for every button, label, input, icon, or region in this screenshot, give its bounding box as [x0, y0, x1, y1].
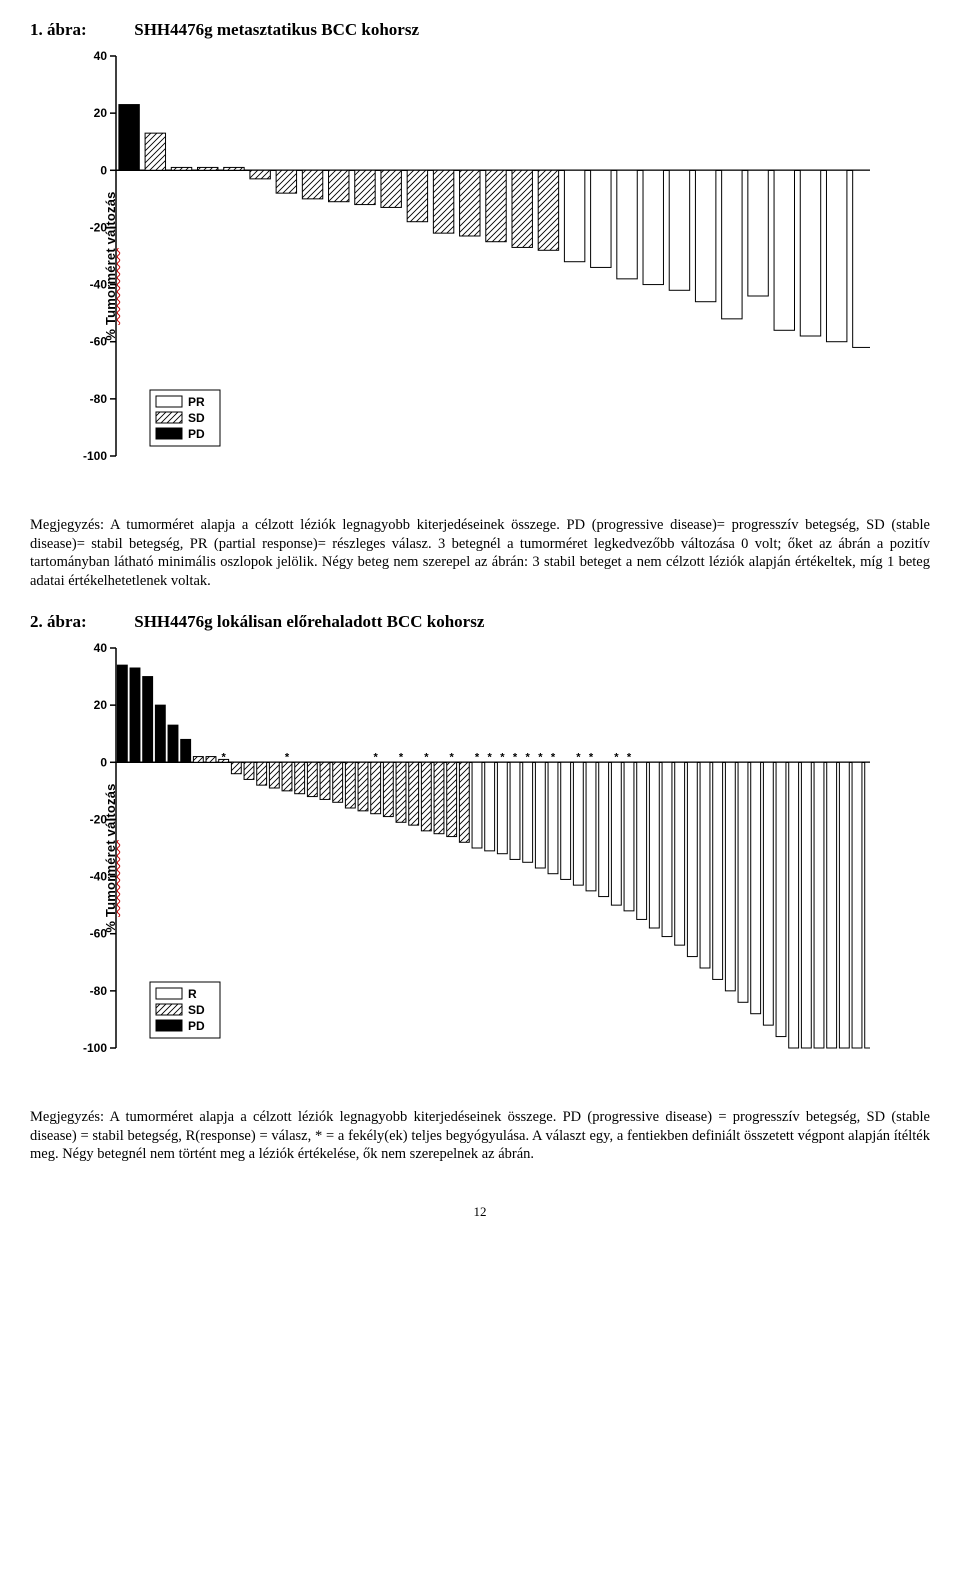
svg-text:*: * — [513, 751, 518, 763]
svg-text:*: * — [614, 751, 619, 763]
svg-text:PD: PD — [188, 1019, 205, 1033]
figure1-header: 1. ábra: SHH4476g metasztatikus BCC koho… — [30, 20, 930, 40]
svg-text:*: * — [450, 751, 455, 763]
svg-text:-80: -80 — [90, 984, 108, 998]
svg-text:SD: SD — [188, 411, 205, 425]
svg-text:*: * — [285, 751, 290, 763]
figure2-ylabel: % Tumorméret változás — [103, 784, 118, 933]
svg-text:*: * — [374, 751, 379, 763]
svg-text:20: 20 — [94, 106, 108, 120]
svg-text:*: * — [576, 751, 581, 763]
figure2-title: SHH4476g lokálisan előrehaladott BCC koh… — [134, 612, 484, 631]
figure2-header: 2. ábra: SHH4476g lokálisan előrehaladot… — [30, 612, 930, 632]
figure2-label: 2. ábra: — [30, 612, 130, 632]
svg-text:*: * — [500, 751, 505, 763]
figure1-chart: % Tumorméret változás -100-80-60-40-2002… — [70, 46, 870, 486]
figure2-note: Megjegyzés: A tumorméret alapja a célzot… — [30, 1108, 930, 1164]
page-number: 12 — [30, 1204, 930, 1220]
svg-text:20: 20 — [94, 698, 108, 712]
svg-text:*: * — [589, 751, 594, 763]
svg-text:R: R — [188, 987, 197, 1001]
svg-text:PR: PR — [188, 395, 205, 409]
svg-text:*: * — [526, 751, 531, 763]
svg-text:0: 0 — [100, 163, 107, 177]
svg-text:-100: -100 — [83, 1041, 107, 1055]
svg-text:SD: SD — [188, 1003, 205, 1017]
figure1-ylabel: % Tumorméret változás — [103, 191, 118, 340]
svg-text:*: * — [488, 751, 493, 763]
svg-text:40: 40 — [94, 641, 108, 655]
svg-text:40: 40 — [94, 49, 108, 63]
svg-text:0: 0 — [100, 755, 107, 769]
svg-text:*: * — [222, 751, 227, 763]
figure1-label: 1. ábra: — [30, 20, 130, 40]
svg-text:*: * — [424, 751, 429, 763]
svg-text:*: * — [627, 751, 632, 763]
svg-text:-80: -80 — [90, 392, 108, 406]
svg-text:-100: -100 — [83, 449, 107, 463]
svg-text:*: * — [399, 751, 404, 763]
svg-text:*: * — [551, 751, 556, 763]
svg-text:*: * — [538, 751, 543, 763]
figure2-chart: % Tumorméret változás -100-80-60-40-2002… — [70, 638, 870, 1078]
figure1-title: SHH4476g metasztatikus BCC kohorsz — [134, 20, 419, 39]
figure1-note: Megjegyzés: A tumorméret alapja a célzot… — [30, 516, 930, 590]
svg-text:*: * — [475, 751, 480, 763]
svg-text:PD: PD — [188, 427, 205, 441]
